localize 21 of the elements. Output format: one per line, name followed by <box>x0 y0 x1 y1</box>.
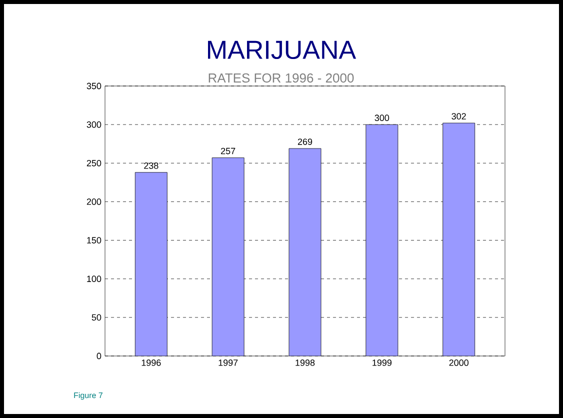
y-tick-label: 100 <box>87 276 102 282</box>
y-tick-label: 200 <box>86 198 102 205</box>
chart-title: MARIJUANA <box>208 40 356 60</box>
y-tick-label: 50 <box>92 314 102 321</box>
data-label: 257 <box>221 148 236 154</box>
x-tick-label: 1997 <box>218 360 238 366</box>
y-tick-label: 250 <box>86 160 102 166</box>
caption: Figure 7 <box>74 392 102 400</box>
chart-subtitle: RATES FOR 1996 - 2000 <box>208 73 354 83</box>
x-tick-label: 1998 <box>296 360 315 366</box>
y-tick-label: 0 <box>96 352 102 360</box>
x-tick-label: 2000 <box>449 360 468 366</box>
data-label: 238 <box>144 162 158 169</box>
x-tick-label: 1996 <box>142 360 161 366</box>
data-label: 269 <box>298 138 312 145</box>
x-tick-label: 1999 <box>372 360 392 366</box>
data-label: 300 <box>374 114 390 122</box>
y-tick-label: 300 <box>86 121 102 128</box>
y-tick-label: 150 <box>87 237 102 244</box>
y-tick-label: 350 <box>86 82 102 90</box>
data-label: 302 <box>452 113 466 120</box>
